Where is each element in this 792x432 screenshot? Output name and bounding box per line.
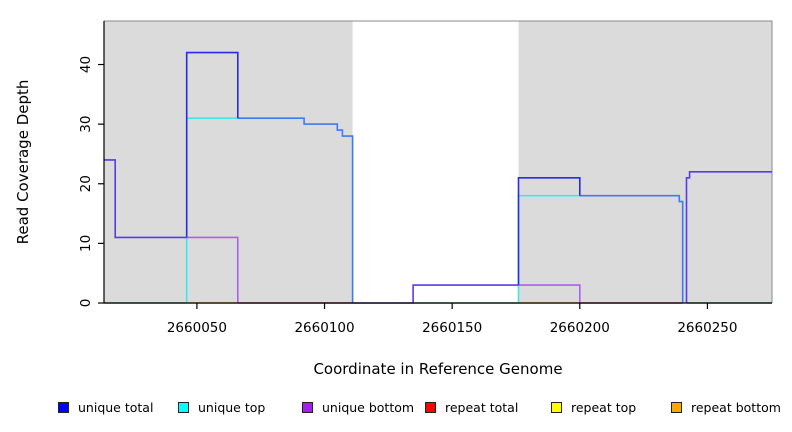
legend-label: repeat total bbox=[445, 399, 519, 415]
legend-item-unique-total: unique total bbox=[58, 397, 153, 417]
x-tick-label: 2660100 bbox=[294, 320, 354, 336]
y-tick-label: 40 bbox=[78, 56, 94, 73]
shaded-region-1 bbox=[518, 21, 772, 303]
legend-swatch-unique-bottom bbox=[302, 401, 313, 413]
legend-item-repeat-top: repeat top bbox=[551, 397, 636, 417]
legend-label: unique total bbox=[78, 399, 154, 415]
legend-swatch-repeat-total bbox=[425, 401, 436, 413]
series-path-total-block-21 bbox=[517, 177, 581, 286]
x-axis-title: Coordinate in Reference Genome bbox=[313, 360, 562, 378]
legend-item-unique-top: unique top bbox=[178, 397, 265, 417]
legend-swatch-unique-top bbox=[178, 401, 189, 413]
legend-label: unique bottom bbox=[322, 399, 415, 415]
series-path-total-steps-left bbox=[237, 117, 354, 303]
plot-area: 2660050 2660100 2660150 2660200 2660250 0 10 20… bbox=[78, 20, 773, 336]
legend-item-unique-bottom: unique bottom bbox=[302, 397, 414, 417]
series-path-unique-bottom-right bbox=[518, 284, 581, 303]
y-axis-title: Read Coverage Depth bbox=[14, 80, 32, 245]
legend-label: unique top bbox=[198, 399, 266, 415]
x-tick-label: 2660050 bbox=[167, 320, 227, 336]
series-path-overlap-left bbox=[104, 159, 187, 239]
series-path-overlap-mid bbox=[352, 284, 519, 304]
chart-legend: unique total unique top unique bottom repea… bbox=[0, 397, 792, 419]
series-path-total-steps-right bbox=[579, 194, 684, 303]
x-tick-label: 2660250 bbox=[677, 320, 737, 336]
x-tick-label: 2660150 bbox=[422, 320, 482, 336]
series-path-unique-bottom-left bbox=[186, 236, 239, 303]
x-tick-label: 2660200 bbox=[550, 320, 610, 336]
plot-border bbox=[104, 20, 773, 303]
legend-item-repeat-total: repeat total bbox=[425, 397, 518, 417]
y-tick-label: 0 bbox=[78, 299, 94, 308]
legend-item-repeat-bottom: repeat bottom bbox=[671, 397, 781, 417]
y-tick-label: 10 bbox=[78, 235, 94, 252]
series-path-overlap-right bbox=[685, 171, 772, 303]
legend-swatch-unique-total bbox=[58, 401, 69, 413]
legend-swatch-repeat-top bbox=[551, 401, 562, 413]
y-tick-label: 30 bbox=[78, 116, 94, 133]
shaded-region-0 bbox=[104, 21, 353, 303]
legend-label: repeat top bbox=[571, 399, 637, 415]
y-tick-label: 20 bbox=[78, 175, 94, 192]
series-path-total-peak bbox=[185, 51, 239, 238]
legend-label: repeat bottom bbox=[691, 399, 781, 415]
legend-swatch-repeat-bottom bbox=[671, 401, 682, 413]
